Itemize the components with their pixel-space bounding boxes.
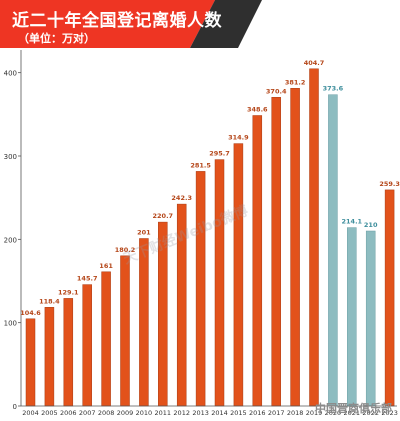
bar-2014 <box>214 159 225 407</box>
value-label-2017: 370.4 <box>266 87 287 95</box>
value-label-2006: 129.1 <box>58 288 79 296</box>
x-tick-label-2020: 2020 <box>325 409 342 417</box>
bar-2022 <box>365 230 376 407</box>
x-tick-label-2004: 2004 <box>22 409 39 417</box>
x-tick-label-2015: 2015 <box>230 409 247 417</box>
bar-2005 <box>44 307 55 407</box>
value-label-2010: 201 <box>137 229 151 237</box>
x-tick-label-2013: 2013 <box>192 409 209 417</box>
value-label-2013: 281.5 <box>190 161 211 169</box>
bar-2006 <box>63 298 74 407</box>
value-label-2005: 118.4 <box>39 297 60 305</box>
value-label-2021: 214.1 <box>342 218 363 226</box>
value-label-2018: 381.2 <box>285 78 306 86</box>
value-label-2016: 348.6 <box>247 106 268 114</box>
x-tick-label-2016: 2016 <box>249 409 266 417</box>
bar-2013 <box>195 171 206 407</box>
x-tick-label-2005: 2005 <box>41 409 58 417</box>
value-label-2019: 404.7 <box>304 59 325 67</box>
x-tick-label-2011: 2011 <box>155 409 172 417</box>
bar-2023 <box>384 189 395 407</box>
x-tick-label-2010: 2010 <box>136 409 153 417</box>
banner-red-shape <box>0 0 215 48</box>
chart-title: 近二十年全国登记离婚人数 <box>12 11 222 31</box>
value-label-2014: 295.7 <box>209 150 230 158</box>
x-tick-label-2017: 2017 <box>268 409 285 417</box>
title-banner <box>0 0 262 48</box>
bar-2007 <box>82 284 92 407</box>
value-label-2011: 220.7 <box>153 212 174 220</box>
bar-2010 <box>139 238 149 407</box>
bars <box>25 68 395 407</box>
bar-2020 <box>328 94 338 407</box>
value-label-2020: 373.6 <box>323 85 344 93</box>
x-tick-label-2014: 2014 <box>211 409 228 417</box>
value-label-2004: 104.6 <box>20 309 41 317</box>
x-tick-label-2021: 2021 <box>344 409 361 417</box>
value-label-2009: 180.2 <box>115 246 136 254</box>
value-label-2023: 259.3 <box>379 180 400 188</box>
bar-2018 <box>290 88 300 407</box>
banner-dark-tail <box>190 0 262 48</box>
chart-subtitle: （单位：万对） <box>18 32 95 45</box>
value-label-2022: 210 <box>364 221 378 229</box>
y-axis: 0 100 200 300 400 <box>4 50 22 411</box>
bar-2009 <box>120 255 130 407</box>
x-tick-label-2018: 2018 <box>287 409 304 417</box>
bar-2019 <box>309 68 319 407</box>
bar-2004 <box>25 318 36 407</box>
x-tick-label-2008: 2008 <box>98 409 115 417</box>
y-tick-label: 100 <box>4 320 17 328</box>
x-tick-label-2007: 2007 <box>79 409 96 417</box>
bar-2015 <box>233 143 244 407</box>
value-label-2008: 161 <box>99 262 113 270</box>
x-tick-label-2006: 2006 <box>60 409 77 417</box>
x-tick-label-2012: 2012 <box>173 409 190 417</box>
y-tick-label: 200 <box>4 236 17 244</box>
x-axis: 2004 2005 2006 2007 2008 2009 2010 2011 2012 2013… <box>21 405 398 417</box>
bar-2016 <box>252 115 263 407</box>
value-label-2007: 145.7 <box>77 275 98 283</box>
source-credit: 中国晋商俱乐部 <box>315 402 392 415</box>
y-tick-label: 400 <box>4 70 17 78</box>
x-tick-label-2009: 2009 <box>117 409 134 417</box>
y-tick-label: 300 <box>4 153 17 161</box>
x-tick-label-2023: 2023 <box>381 409 398 417</box>
x-tick-label-2019: 2019 <box>306 409 323 417</box>
bar-2017 <box>271 97 281 407</box>
y-tick-label: 0 <box>13 403 17 411</box>
bar-2008 <box>101 271 111 407</box>
value-label-2012: 242.3 <box>171 194 192 202</box>
bar-2021 <box>347 227 357 407</box>
value-label-2015: 314.9 <box>228 134 249 142</box>
x-tick-label-2022: 2022 <box>362 409 379 417</box>
